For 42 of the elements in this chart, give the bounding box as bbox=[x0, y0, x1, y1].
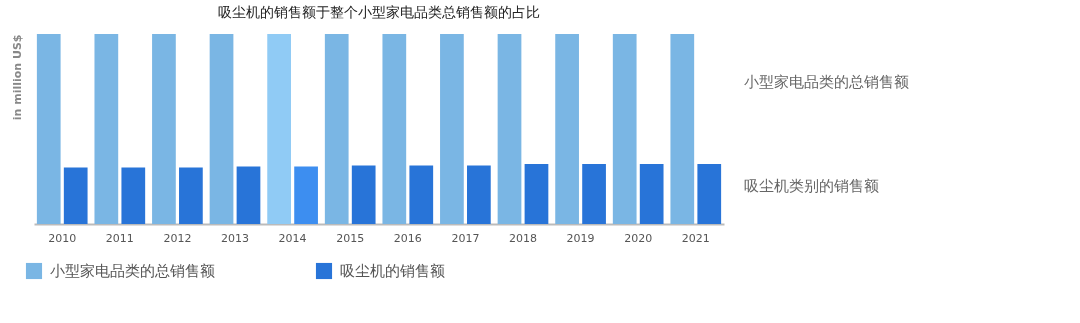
x-tick-label: 2016 bbox=[393, 231, 422, 245]
bar bbox=[294, 166, 318, 224]
bar bbox=[179, 167, 203, 224]
bar bbox=[497, 34, 522, 224]
x-tick-label: 2014 bbox=[278, 231, 307, 245]
y-axis-title: in million US$ bbox=[10, 34, 24, 121]
x-tick-label: 2017 bbox=[451, 231, 480, 245]
bar bbox=[236, 166, 261, 224]
legend-label: 吸尘机的销售额 bbox=[340, 262, 445, 280]
x-tick-label: 2018 bbox=[508, 231, 537, 245]
x-tick-label: 2013 bbox=[221, 231, 250, 245]
bar bbox=[582, 163, 606, 224]
bar bbox=[555, 34, 579, 224]
chart-title: 吸尘机的销售额于整个小型家电品类总销售额的占比 bbox=[218, 4, 540, 20]
x-tick-label: 2019 bbox=[566, 231, 595, 245]
x-tick-label: 2020 bbox=[624, 231, 653, 245]
bar bbox=[351, 165, 376, 224]
x-tick-label: 2011 bbox=[105, 231, 134, 245]
bar bbox=[524, 163, 549, 224]
bar bbox=[63, 167, 88, 224]
bar bbox=[121, 167, 146, 224]
bar bbox=[36, 34, 61, 224]
bar bbox=[440, 34, 464, 224]
bar bbox=[324, 34, 349, 224]
bar bbox=[382, 34, 407, 224]
bar bbox=[152, 34, 176, 224]
x-tick-label: 2015 bbox=[336, 231, 365, 245]
bar bbox=[209, 34, 234, 224]
bar bbox=[697, 163, 722, 224]
x-tick-label: 2021 bbox=[681, 231, 710, 245]
bar bbox=[612, 34, 637, 224]
bar bbox=[94, 34, 119, 224]
text: 吸尘机类别的销售额 bbox=[744, 177, 879, 195]
x-tick-label: 2010 bbox=[48, 231, 77, 245]
legend-label: 小型家电品类的总销售额 bbox=[50, 262, 215, 280]
bar bbox=[467, 165, 491, 224]
bar bbox=[267, 34, 291, 224]
text: 小型家电品类的总销售额 bbox=[744, 72, 909, 91]
bar bbox=[409, 165, 434, 224]
x-tick-label: 2012 bbox=[163, 231, 192, 245]
bar bbox=[639, 163, 664, 224]
bar bbox=[670, 34, 695, 224]
